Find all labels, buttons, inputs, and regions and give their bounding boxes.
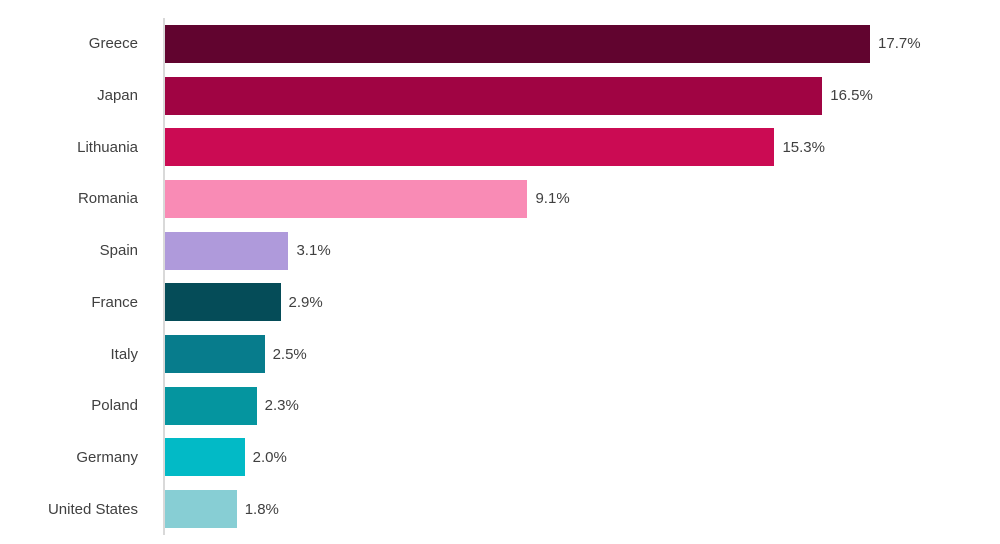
category-label: Lithuania	[77, 138, 138, 156]
bar	[165, 24, 871, 63]
category-label: France	[91, 293, 138, 311]
bar-area: 15.3%	[165, 128, 882, 167]
category-axis-line	[163, 18, 165, 535]
value-label: 9.1%	[535, 190, 570, 208]
bar-area: 2.5%	[165, 335, 882, 374]
bar	[165, 335, 265, 374]
bar-area: 9.1%	[165, 179, 882, 218]
bar-area: 2.0%	[165, 438, 882, 477]
chart-row: Spain 3.1%	[0, 225, 1000, 277]
value-label: 15.3%	[782, 138, 825, 156]
category-label: United States	[47, 500, 138, 518]
value-label: 2.3%	[264, 397, 299, 415]
value-label: 2.5%	[272, 345, 307, 363]
chart-row: Lithuania 15.3%	[0, 121, 1000, 173]
value-label: 3.1%	[296, 242, 331, 260]
category-label: Italy	[110, 345, 138, 363]
chart-row: Germany 2.0%	[0, 432, 1000, 484]
category-label: Greece	[88, 35, 138, 53]
chart-row: Romania 9.1%	[0, 173, 1000, 225]
bar	[165, 386, 257, 425]
chart-row: Italy 2.5%	[0, 328, 1000, 380]
chart-row: Poland 2.3%	[0, 380, 1000, 432]
category-label: Spain	[99, 242, 138, 260]
chart-row: Japan 16.5%	[0, 70, 1000, 122]
bar	[165, 283, 281, 322]
value-label: 2.9%	[288, 293, 323, 311]
bar-area: 2.9%	[165, 283, 882, 322]
value-label: 1.8%	[244, 500, 279, 518]
chart-rows: Greece 17.7% Japan 16.5% Lithuania 15.3% Roman…	[0, 18, 1000, 535]
bar-area: 16.5%	[165, 76, 882, 115]
category-label: Poland	[91, 397, 138, 415]
chart-row: Greece 17.7%	[0, 18, 1000, 70]
value-label: 17.7%	[878, 35, 921, 53]
bar	[165, 76, 823, 115]
bar	[165, 490, 237, 529]
bar	[165, 179, 528, 218]
category-label: Germany	[76, 448, 138, 466]
value-label: 16.5%	[830, 87, 873, 105]
bar	[165, 128, 775, 167]
bar	[165, 231, 289, 270]
category-label: Romania	[77, 190, 138, 208]
bar-area: 3.1%	[165, 231, 882, 270]
chart-row: France 2.9%	[0, 277, 1000, 329]
category-label: Japan	[97, 87, 138, 105]
bar	[165, 438, 245, 477]
value-label: 2.0%	[252, 448, 287, 466]
bar-area: 17.7%	[165, 24, 921, 63]
bar-area: 1.8%	[165, 490, 882, 529]
bar-area: 2.3%	[165, 386, 882, 425]
chart-row: United States 1.8%	[0, 483, 1000, 535]
